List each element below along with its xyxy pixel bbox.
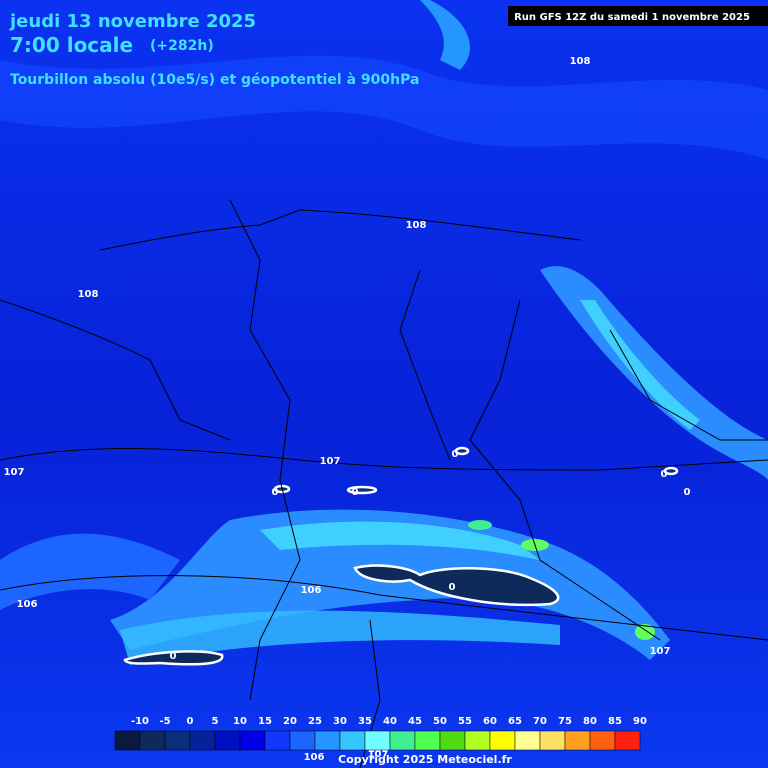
contour-label: 0 (352, 487, 359, 498)
legend-swatch (514, 730, 541, 751)
legend-swatch (464, 730, 491, 751)
legend-swatch (139, 730, 166, 751)
legend-swatch (364, 730, 391, 751)
legend-swatch (189, 730, 216, 751)
run-label: Run GFS 12Z du samedi 1 novembre 2025 (514, 12, 750, 23)
legend-label: 65 (508, 716, 522, 727)
contour-label: 108 (406, 220, 427, 231)
legend-swatch (339, 730, 366, 751)
legend-label: 5 (212, 716, 219, 727)
contour-label: 0 (170, 651, 177, 662)
legend-label: 70 (533, 716, 547, 727)
contour-label: 107 (368, 749, 389, 760)
legend-label: 25 (308, 716, 322, 727)
legend-swatch (214, 730, 241, 751)
contour-label: 0 (452, 449, 459, 460)
legend-label: 60 (483, 716, 497, 727)
run-box (508, 6, 768, 26)
copyright: Copyright 2025 Meteociel.fr (338, 753, 512, 766)
legend-swatch (114, 730, 141, 751)
legend-swatch (589, 730, 616, 751)
legend-label: 0 (187, 716, 194, 727)
subtitle: Tourbillon absolu (10e5/s) et géopotenti… (10, 72, 419, 88)
contour-label: 0 (449, 582, 456, 593)
vorticity-field (0, 0, 768, 665)
legend-label: 40 (383, 716, 397, 727)
contour-label: 107 (4, 467, 25, 478)
legend-label: 45 (408, 716, 422, 727)
legend-label: 20 (283, 716, 297, 727)
legend-label: 50 (433, 716, 447, 727)
contour-label: 108 (570, 56, 591, 67)
legend-swatch (614, 730, 641, 751)
forecast-time: 7:00 locale (10, 33, 133, 57)
legend-swatch (264, 730, 291, 751)
legend-label: 85 (608, 716, 622, 727)
legend-label: -5 (159, 716, 170, 727)
legend-label: 55 (458, 716, 472, 727)
contour-label: 107 (320, 456, 341, 467)
contour-label: 106 (17, 599, 38, 610)
legend-label: -10 (131, 716, 149, 727)
legend-label: 80 (583, 716, 597, 727)
legend-label: 35 (358, 716, 372, 727)
legend-label: 75 (558, 716, 572, 727)
contour-label: 108 (78, 289, 99, 300)
legend-swatch (564, 730, 591, 751)
legend-swatch (164, 730, 191, 751)
legend-swatch (289, 730, 316, 751)
legend-label: 30 (333, 716, 347, 727)
legend-swatch (439, 730, 466, 751)
legend-label: 90 (633, 716, 647, 727)
contour-label: 107 (650, 646, 671, 657)
contour-label: 0 (661, 469, 668, 480)
legend-label: 15 (258, 716, 272, 727)
legend-swatch (239, 730, 266, 751)
legend-swatch (389, 730, 416, 751)
contour-label: 0 (684, 487, 691, 498)
header: jeudi 13 novembre 2025 7:00 locale (+282… (9, 6, 768, 88)
contour-label: 0 (272, 487, 279, 498)
legend: -10 -5 0 5 10 15 20 25 30 35 40 45 50 55 60 65 70 75 80 85 9… (114, 716, 647, 751)
contour-label: 106 (301, 585, 322, 596)
legend-swatch (489, 730, 516, 751)
legend-label: 10 (233, 716, 247, 727)
contour-labels: 1081081081071071071061061071061050000000… (4, 56, 691, 763)
legend-swatch (414, 730, 441, 751)
forecast-date: jeudi 13 novembre 2025 (9, 11, 256, 32)
lead-time: (+282h) (150, 38, 214, 54)
legend-swatch (539, 730, 566, 751)
contour-label: 106 (304, 752, 325, 763)
low-vorticity-areas (123, 446, 679, 666)
legend-swatch (314, 730, 341, 751)
